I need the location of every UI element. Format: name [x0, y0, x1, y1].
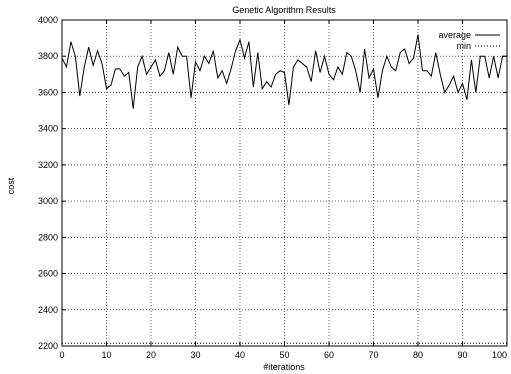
legend-label-average: average [438, 30, 471, 40]
x-axis-label: #iterations [263, 362, 305, 372]
y-tick-label: 3600 [38, 87, 58, 97]
y-tick-label: 3200 [38, 160, 58, 170]
y-tick-label: 2400 [38, 305, 58, 315]
legend-label-min: min [456, 41, 471, 51]
x-tick-label: 50 [279, 350, 289, 360]
x-tick-label: 0 [59, 350, 64, 360]
y-tick-label: 2600 [38, 269, 58, 279]
x-tick-label: 70 [368, 350, 378, 360]
y-tick-label: 4000 [38, 15, 58, 25]
x-tick-label: 40 [235, 350, 245, 360]
y-tick-label: 2200 [38, 341, 58, 351]
x-tick-label: 30 [190, 350, 200, 360]
legend: average min [438, 30, 500, 51]
x-tick-label: 100 [492, 350, 507, 360]
x-tick-label: 60 [324, 350, 334, 360]
series-line-average [61, 34, 507, 109]
chart-title: Genetic Algorithm Results [232, 5, 336, 15]
y-tick-label: 2800 [38, 232, 58, 242]
y-tick-label: 3400 [38, 124, 58, 134]
x-tick-label: 10 [101, 350, 111, 360]
ticks-layer: 2200 2400 2600 2800 3000 3200 3400 3600 3800 4000… [38, 15, 508, 360]
x-tick-label: 90 [457, 350, 467, 360]
y-axis-label: cost [6, 177, 16, 194]
series-layer [61, 34, 507, 344]
x-tick-label: 80 [413, 350, 423, 360]
y-tick-label: 3000 [38, 196, 58, 206]
y-tick-label: 3800 [38, 51, 58, 61]
x-tick-label: 20 [146, 350, 156, 360]
